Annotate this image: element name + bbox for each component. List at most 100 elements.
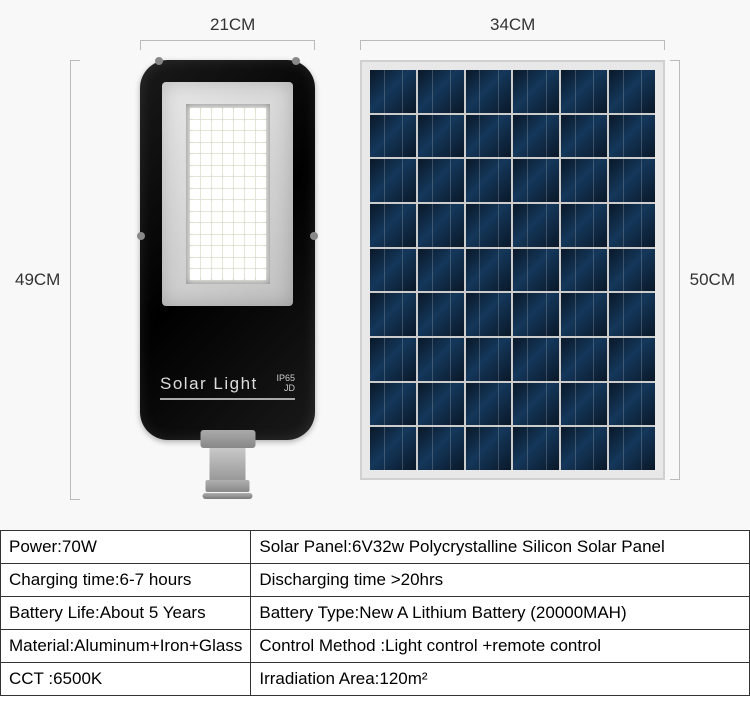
solar-cell: [609, 115, 655, 158]
led-cell: [201, 235, 211, 246]
solar-light-fixture: Solar Light IP65 JD: [140, 60, 315, 500]
led-cell: [245, 120, 255, 131]
light-label-area: Solar Light IP65 JD: [160, 374, 295, 400]
led-cell: [212, 223, 222, 234]
led-cell: [223, 189, 233, 200]
solar-cell-grid: [370, 70, 655, 470]
table-cell: Control Method :Light control +remote co…: [251, 630, 750, 663]
screw-icon: [292, 57, 300, 65]
led-cell: [190, 212, 200, 223]
led-cell: [245, 177, 255, 188]
led-cell: [256, 258, 266, 269]
screw-icon: [310, 232, 318, 240]
led-cell: [234, 258, 244, 269]
solar-cell: [513, 427, 559, 470]
led-cell: [223, 223, 233, 234]
solar-cell: [513, 204, 559, 247]
led-cell: [245, 235, 255, 246]
solar-cell: [466, 427, 512, 470]
led-cell: [234, 143, 244, 154]
table-cell: Material:Aluminum+Iron+Glass: [1, 630, 251, 663]
table-cell: Discharging time >20hrs: [251, 564, 750, 597]
led-cell: [245, 223, 255, 234]
table-row: Charging time:6-7 hoursDischarging time …: [1, 564, 750, 597]
led-cell: [256, 269, 266, 280]
led-cell: [201, 223, 211, 234]
led-cell: [212, 120, 222, 131]
led-cell: [212, 131, 222, 142]
solar-cell: [513, 70, 559, 113]
led-cell: [212, 166, 222, 177]
led-cell: [256, 143, 266, 154]
led-cell: [212, 269, 222, 280]
led-cell: [234, 154, 244, 165]
led-cell: [212, 258, 222, 269]
dim-light-width: 21CM: [210, 15, 255, 35]
led-cell: [190, 120, 200, 131]
led-cell: [201, 212, 211, 223]
led-cell: [223, 212, 233, 223]
solar-cell: [370, 204, 416, 247]
brand-text: Solar Light: [160, 374, 258, 394]
dim-light-height: 49CM: [15, 270, 60, 290]
solar-cell: [513, 383, 559, 426]
led-cell: [201, 177, 211, 188]
led-cell: [212, 143, 222, 154]
solar-cell: [418, 293, 464, 336]
solar-cell: [513, 293, 559, 336]
solar-cell: [561, 70, 607, 113]
led-array: [186, 104, 270, 284]
led-cell: [223, 235, 233, 246]
led-cell: [190, 269, 200, 280]
table-cell: CCT :6500K: [1, 663, 251, 696]
led-cell: [245, 143, 255, 154]
solar-cell: [370, 338, 416, 381]
led-cell: [234, 108, 244, 119]
table-cell: Solar Panel:6V32w Polycrystalline Silico…: [251, 531, 750, 564]
table-row: Battery Life:About 5 YearsBattery Type:N…: [1, 597, 750, 630]
led-cell: [223, 131, 233, 142]
led-cell: [234, 120, 244, 131]
led-cell: [212, 212, 222, 223]
led-cell: [201, 258, 211, 269]
led-cell: [212, 177, 222, 188]
led-cell: [190, 131, 200, 142]
solar-cell: [609, 338, 655, 381]
solar-cell: [561, 249, 607, 292]
solar-cell: [561, 159, 607, 202]
led-cell: [190, 166, 200, 177]
solar-cell: [609, 293, 655, 336]
led-cell: [201, 108, 211, 119]
solar-cell: [561, 293, 607, 336]
led-cell: [212, 154, 222, 165]
solar-cell: [370, 159, 416, 202]
solar-cell: [466, 338, 512, 381]
solar-cell: [370, 249, 416, 292]
table-row: CCT :6500KIrradiation Area:120m²: [1, 663, 750, 696]
screw-icon: [155, 57, 163, 65]
led-cell: [256, 120, 266, 131]
led-cell: [234, 212, 244, 223]
screw-icon: [137, 232, 145, 240]
led-cell: [201, 200, 211, 211]
led-cell: [223, 258, 233, 269]
table-cell: Battery Life:About 5 Years: [1, 597, 251, 630]
bracket-left: [70, 60, 80, 500]
led-cell: [234, 177, 244, 188]
solar-cell: [370, 70, 416, 113]
led-cell: [245, 108, 255, 119]
led-cell: [245, 166, 255, 177]
solar-cell: [466, 204, 512, 247]
led-cell: [245, 154, 255, 165]
solar-cell: [513, 338, 559, 381]
led-cell: [190, 108, 200, 119]
solar-cell: [418, 204, 464, 247]
led-cell: [245, 131, 255, 142]
solar-cell: [370, 427, 416, 470]
solar-cell: [561, 338, 607, 381]
solar-cell: [609, 383, 655, 426]
solar-cell: [561, 115, 607, 158]
solar-cell: [418, 383, 464, 426]
led-cell: [256, 166, 266, 177]
led-cell: [212, 189, 222, 200]
